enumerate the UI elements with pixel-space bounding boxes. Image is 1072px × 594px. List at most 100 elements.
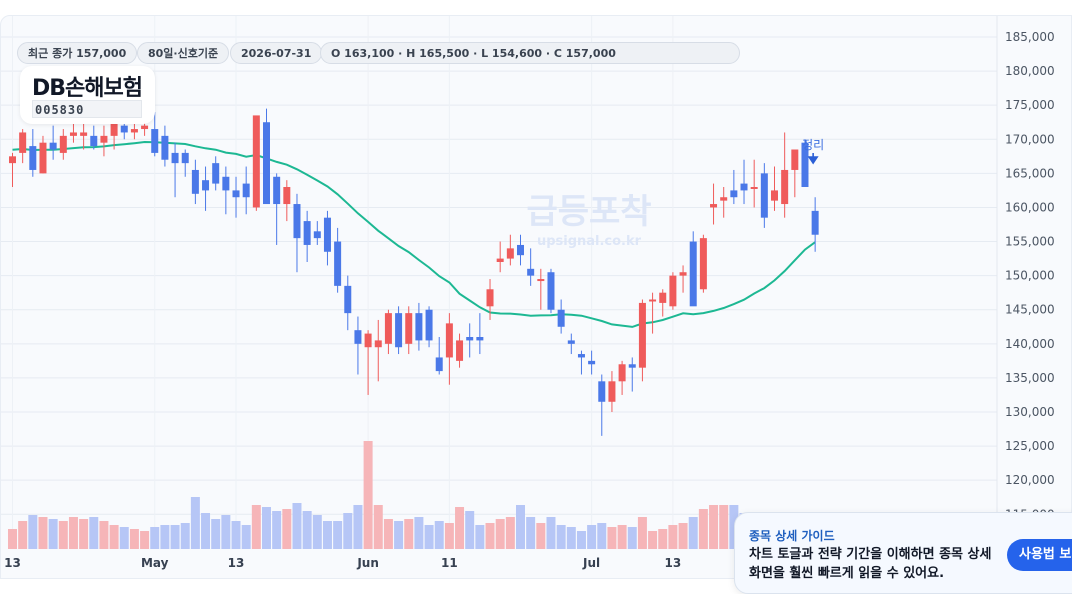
volume-bar xyxy=(48,519,58,549)
date-chip: 2026-07-31 xyxy=(230,42,323,64)
candle-body xyxy=(476,337,484,341)
candle-body xyxy=(39,142,47,174)
candle-body xyxy=(161,135,169,160)
candle-body xyxy=(547,272,555,310)
candle-body xyxy=(59,135,67,153)
volume-bar xyxy=(119,527,129,549)
volume-bar xyxy=(444,523,454,549)
volume-bar xyxy=(89,517,99,549)
volume-bar xyxy=(373,505,383,549)
candle-body xyxy=(598,381,606,402)
candle-body xyxy=(69,132,77,136)
candle-body xyxy=(181,152,189,164)
volume-bar xyxy=(516,505,525,549)
candle-body xyxy=(252,115,260,208)
stock-id-card: DB손해보험 005830 xyxy=(20,66,155,124)
volume-bar xyxy=(729,505,739,549)
candle-body xyxy=(110,122,118,136)
volume-bar xyxy=(637,517,647,549)
volume-bar xyxy=(58,521,68,549)
candle-body xyxy=(283,187,291,205)
guide-title: 종목 상세 가이드 xyxy=(749,529,835,543)
signal-arrow-icon xyxy=(807,153,819,165)
volume-bar xyxy=(475,525,485,549)
y-tick-label: 155,000 xyxy=(1005,235,1055,249)
candle-body xyxy=(344,285,352,314)
volume-bar xyxy=(18,521,28,549)
candle-body xyxy=(395,313,403,348)
volume-bar xyxy=(566,527,576,549)
volume-bar xyxy=(140,531,150,549)
y-tick-label: 150,000 xyxy=(1005,269,1055,283)
candle-body xyxy=(638,302,646,368)
candle-body xyxy=(263,122,270,205)
volume-bar xyxy=(678,523,688,549)
y-tick-label: 175,000 xyxy=(1005,98,1055,112)
candle-body xyxy=(323,217,331,252)
candle-body xyxy=(567,340,575,344)
volume-bar xyxy=(536,523,546,549)
watermark-url: upsignal.co.kr xyxy=(537,234,642,249)
candle-body xyxy=(293,204,301,239)
candle-body xyxy=(517,244,524,256)
candle-body xyxy=(415,313,423,341)
x-tick-label: 13 xyxy=(4,556,21,570)
volume-bar xyxy=(8,529,17,549)
candle-body xyxy=(628,364,636,368)
candle-body xyxy=(222,176,230,191)
volume-bar xyxy=(251,505,261,549)
volume-bar xyxy=(221,515,231,549)
volume-bar xyxy=(353,505,363,549)
volume-bar xyxy=(211,519,221,549)
candle-body xyxy=(130,129,138,133)
volume-bar xyxy=(597,523,607,549)
y-tick-label: 140,000 xyxy=(1005,337,1055,351)
candle-body xyxy=(334,241,342,286)
volume-bar xyxy=(627,527,637,549)
period-chip: 80일·신호기준 xyxy=(137,42,230,64)
volume-bar xyxy=(719,505,729,549)
volume-bar xyxy=(668,525,678,549)
candle-body xyxy=(425,309,433,341)
candle-body xyxy=(202,180,210,191)
volume-bar xyxy=(99,521,109,549)
volume-bar xyxy=(292,503,302,549)
volume-bar xyxy=(68,517,78,549)
y-tick-label: 180,000 xyxy=(1005,64,1055,78)
volume-bar xyxy=(556,525,566,549)
volume-bar xyxy=(698,509,708,549)
candle-body xyxy=(374,340,382,348)
guide-body: 차트 토글과 전략 기간을 이해하면 종목 상세 화면을 훨씬 빠르게 읽을 수… xyxy=(749,547,992,581)
candle-body xyxy=(212,163,220,184)
x-tick-label: Jun xyxy=(356,556,379,570)
volume-bar xyxy=(129,529,139,549)
volume-bar xyxy=(150,527,160,549)
stock-code: 005830 xyxy=(32,100,142,118)
candle-body xyxy=(141,125,149,130)
volume-bar xyxy=(312,515,322,549)
candle-body xyxy=(364,333,372,348)
candle-body xyxy=(273,176,281,205)
guide-open-button[interactable]: 사용법 보기 xyxy=(1007,539,1072,571)
volume-bar xyxy=(607,527,617,549)
close-price-chip: 최근 종가 157,000 xyxy=(17,42,138,64)
candle-body xyxy=(811,210,819,235)
y-tick-label: 185,000 xyxy=(1005,30,1055,44)
candle-body xyxy=(608,381,616,402)
y-tick-label: 160,000 xyxy=(1005,200,1055,214)
volume-bar xyxy=(231,521,241,549)
volume-bar xyxy=(79,519,89,549)
volume-bar xyxy=(363,441,373,549)
x-tick-label: 11 xyxy=(441,556,458,570)
candle-body xyxy=(151,129,159,153)
volume-bar xyxy=(282,509,292,549)
candle-body xyxy=(456,340,464,361)
candle-body xyxy=(588,360,596,365)
volume-bar xyxy=(201,513,211,549)
volume-bar xyxy=(424,525,434,549)
candle-body xyxy=(384,313,392,344)
price-chart[interactable]: 185,000 180,000 175,000 170,000 165,000 160,0… xyxy=(1,16,1072,580)
x-tick-label: May xyxy=(141,556,169,570)
volume-bar xyxy=(302,511,312,549)
candle-body xyxy=(618,364,626,382)
